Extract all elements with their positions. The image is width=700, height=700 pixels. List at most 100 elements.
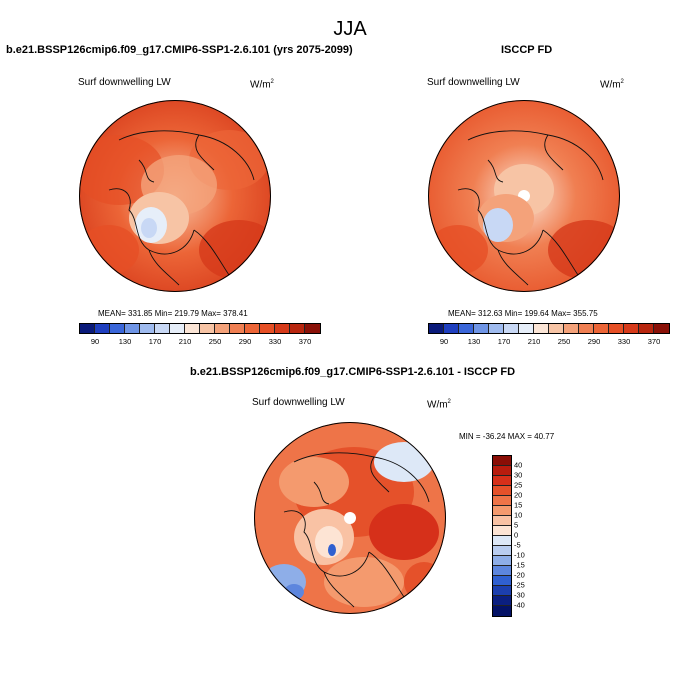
colorbar-swatch xyxy=(493,566,511,576)
colorbar-tick-label: 290 xyxy=(238,337,252,346)
diff-panel-polar-map xyxy=(254,422,446,614)
panel-1-stats: MEAN= 331.85 Min= 219.79 Max= 378.41 xyxy=(98,309,248,318)
colorbar-swatch xyxy=(493,606,511,616)
colorbar-swatch xyxy=(185,324,200,333)
colorbar-tick-label: 370 xyxy=(647,337,661,346)
diff-panel-negative-spot xyxy=(328,544,336,556)
colorbar-tick-label: 40 xyxy=(514,460,523,470)
colorbar-tick-label: -30 xyxy=(514,590,525,600)
colorbar-swatch xyxy=(493,476,511,486)
colorbar-tick-label: -5 xyxy=(514,540,521,550)
panel-2-greenland xyxy=(483,208,513,242)
colorbar-swatch xyxy=(579,324,594,333)
colorbar-swatch xyxy=(200,324,215,333)
colorbar-swatch xyxy=(110,324,125,333)
colorbar-swatch xyxy=(170,324,185,333)
colorbar-swatch xyxy=(594,324,609,333)
colorbar-tick-label: 25 xyxy=(514,480,523,490)
colorbar-swatch xyxy=(534,324,549,333)
colorbar-swatch xyxy=(609,324,624,333)
colorbar-swatch xyxy=(305,324,320,333)
panel-2-title: ISCCP FD xyxy=(501,44,553,56)
colorbar-swatch xyxy=(493,586,511,596)
colorbar-swatch xyxy=(519,324,534,333)
colorbar-swatch xyxy=(140,324,155,333)
colorbar-tick-label: -20 xyxy=(514,570,525,580)
colorbar-tick-label: 90 xyxy=(90,337,100,346)
colorbar-swatch xyxy=(493,516,511,526)
panel-2-units: W/m2 xyxy=(600,79,624,91)
colorbar-swatch xyxy=(459,324,474,333)
colorbar-tick-label: 130 xyxy=(118,337,132,346)
colorbar-swatch xyxy=(260,324,275,333)
panel-1-title: b.e21.BSSP126cmip6.f09_g17.CMIP6-SSP1-2.… xyxy=(6,44,353,56)
colorbar-tick-label: 250 xyxy=(557,337,571,346)
colorbar-tick-label: -25 xyxy=(514,580,525,590)
colorbar-tick-label: 330 xyxy=(617,337,631,346)
panel-2-variable: Surf downwelling LW xyxy=(427,77,520,88)
colorbar-tick-label: 330 xyxy=(268,337,282,346)
colorbar-swatch xyxy=(493,596,511,606)
colorbar-tick-label: 20 xyxy=(514,490,523,500)
panel-2-colorbar xyxy=(428,323,670,334)
colorbar-tick-label: 370 xyxy=(298,337,312,346)
panel-1-colorbar xyxy=(79,323,321,334)
colorbar-swatch xyxy=(549,324,564,333)
colorbar-swatch xyxy=(493,526,511,536)
diff-panel-colorbar-ticks: 40 30 25 20 15 10 5 0 -5 -10 -15 -20 -25 -30 -40 xyxy=(514,455,544,615)
colorbar-swatch xyxy=(290,324,305,333)
colorbar-tick-label: 15 xyxy=(514,500,523,510)
colorbar-tick-label: 170 xyxy=(148,337,162,346)
colorbar-tick-label: 170 xyxy=(497,337,511,346)
colorbar-swatch xyxy=(493,556,511,566)
colorbar-tick-label: 210 xyxy=(178,337,192,346)
colorbar-tick-label: -40 xyxy=(514,600,525,610)
colorbar-swatch xyxy=(80,324,95,333)
diff-panel-stats: MIN = -36.24 MAX = 40.77 xyxy=(459,432,555,441)
colorbar-swatch xyxy=(489,324,504,333)
colorbar-tick-label: 90 xyxy=(439,337,449,346)
colorbar-tick-label: 5 xyxy=(514,520,519,530)
colorbar-swatch xyxy=(474,324,489,333)
colorbar-swatch xyxy=(493,496,511,506)
colorbar-tick-label: 210 xyxy=(527,337,541,346)
colorbar-swatch xyxy=(504,324,519,333)
colorbar-tick-label: 0 xyxy=(514,530,519,540)
panel-1-colorbar-ticks: 90 130 170 210 250 290 330 370 xyxy=(79,337,321,347)
colorbar-swatch xyxy=(493,456,511,466)
colorbar-tick-label: -15 xyxy=(514,560,525,570)
panel-1-units: W/m2 xyxy=(250,79,274,91)
colorbar-swatch xyxy=(493,486,511,496)
colorbar-tick-label: 130 xyxy=(467,337,481,346)
colorbar-swatch xyxy=(624,324,639,333)
panel-2-stats: MEAN= 312.63 Min= 199.64 Max= 355.75 xyxy=(448,309,598,318)
colorbar-swatch xyxy=(155,324,170,333)
panel-2-polar-map xyxy=(428,100,620,292)
colorbar-tick-label: 290 xyxy=(587,337,601,346)
colorbar-swatch xyxy=(444,324,459,333)
colorbar-swatch xyxy=(125,324,140,333)
colorbar-tick-label: 30 xyxy=(514,470,523,480)
colorbar-swatch xyxy=(275,324,290,333)
colorbar-swatch xyxy=(493,546,511,556)
diff-panel-pole-gap xyxy=(344,512,356,524)
diff-panel-units: W/m2 xyxy=(427,399,451,411)
colorbar-tick-label: 250 xyxy=(208,337,222,346)
panel-1-variable: Surf downwelling LW xyxy=(78,77,171,88)
colorbar-swatch xyxy=(493,466,511,476)
colorbar-swatch xyxy=(493,506,511,516)
colorbar-swatch xyxy=(493,576,511,586)
colorbar-swatch xyxy=(95,324,110,333)
colorbar-swatch xyxy=(564,324,579,333)
colorbar-swatch xyxy=(493,536,511,546)
colorbar-tick-label: 10 xyxy=(514,510,523,520)
colorbar-swatch xyxy=(654,324,669,333)
colorbar-swatch xyxy=(429,324,444,333)
colorbar-swatch xyxy=(245,324,260,333)
panel-2-coastlines xyxy=(457,130,604,286)
colorbar-swatch xyxy=(215,324,230,333)
figure-title: JJA xyxy=(333,18,367,40)
colorbar-swatch xyxy=(230,324,245,333)
diff-panel-variable: Surf downwelling LW xyxy=(252,397,345,408)
panel-1-coastlines xyxy=(108,130,255,286)
